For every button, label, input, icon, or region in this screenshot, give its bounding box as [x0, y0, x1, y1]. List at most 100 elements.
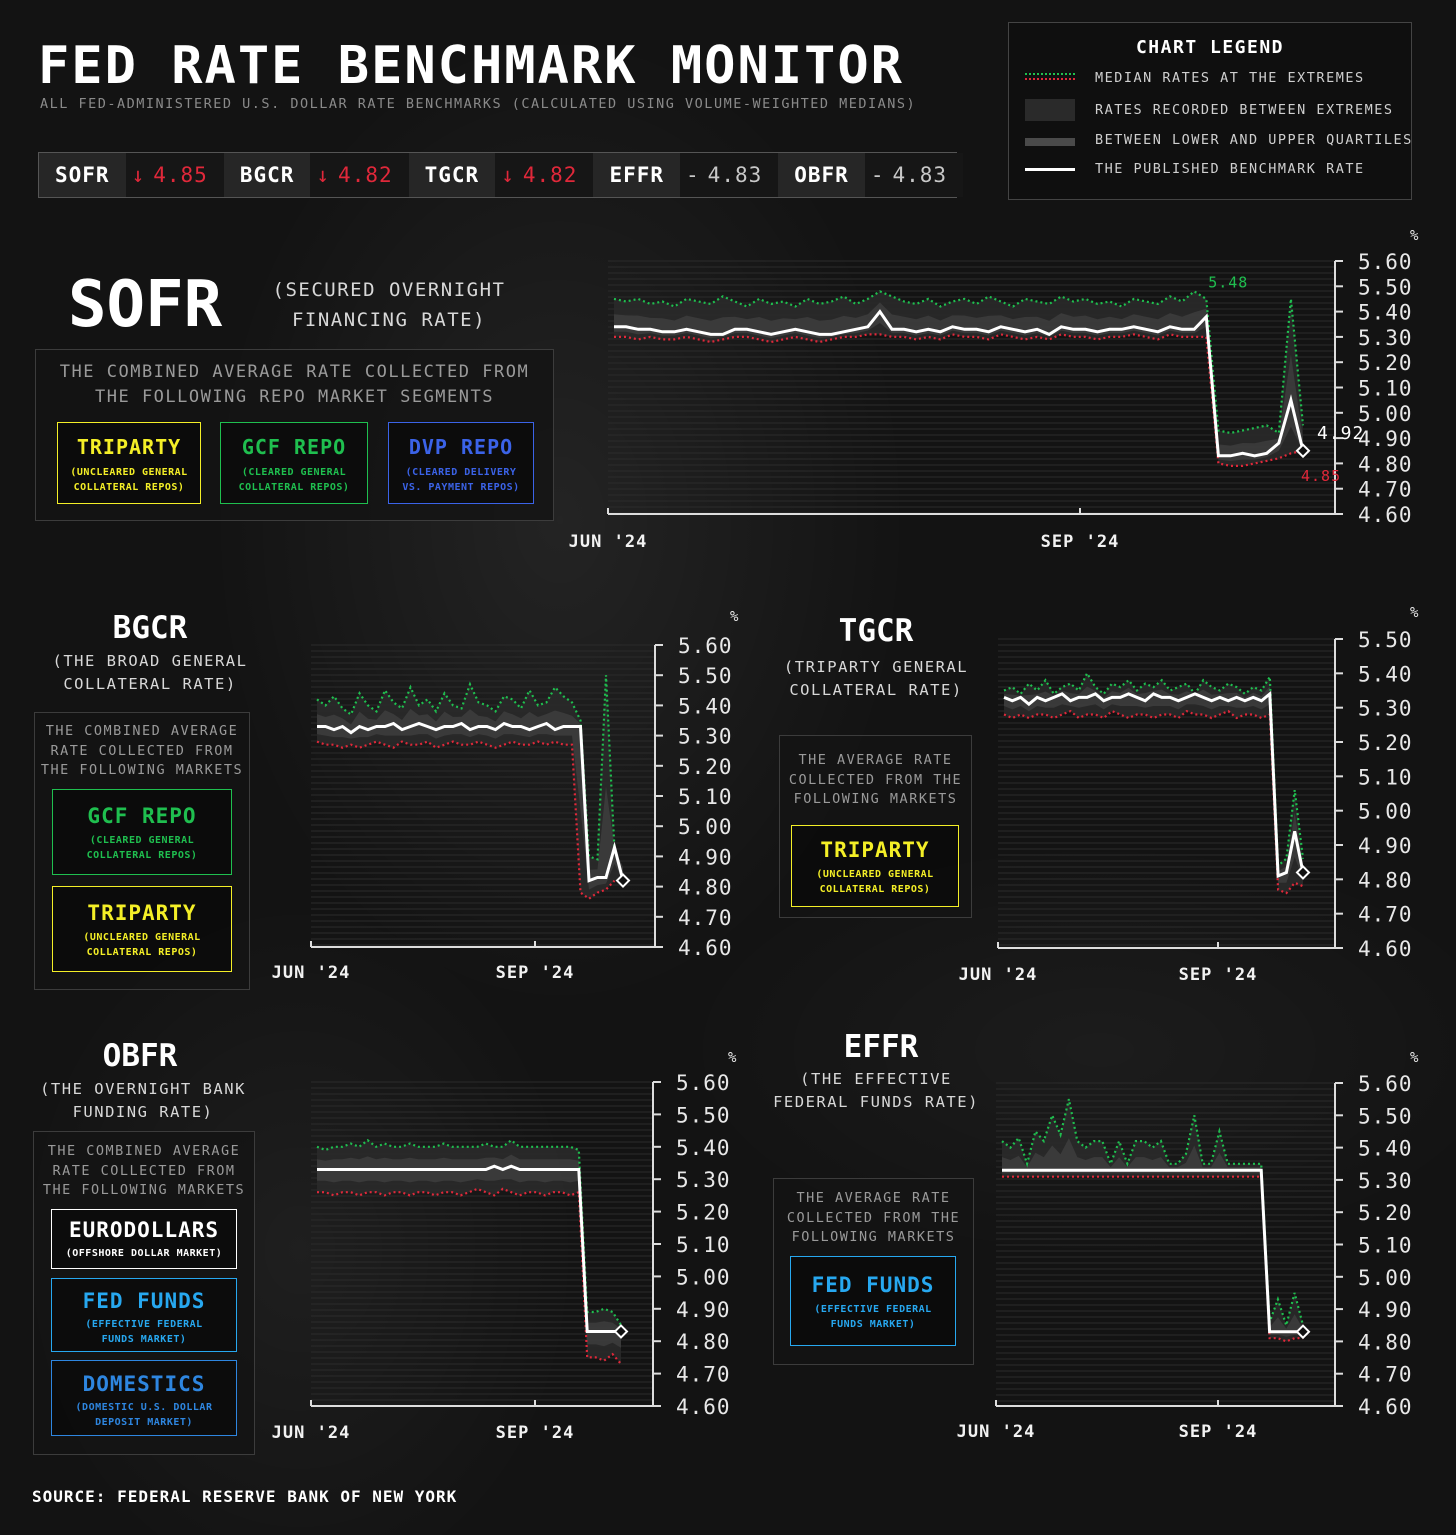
y-tick-label: 4.90	[678, 845, 733, 869]
series-low-line	[614, 333, 1304, 467]
sofr-name: SOFR	[68, 268, 223, 342]
market-desc: VS. PAYMENT REPOS)	[402, 482, 520, 493]
x-tick-label: JUN '24	[959, 965, 1038, 985]
y-tick-label: 4.60	[676, 1395, 731, 1419]
ticker-value-text: 4.83	[707, 163, 763, 187]
y-tick-label: 4.60	[1358, 503, 1413, 527]
x-tick-label: SEP '24	[496, 1423, 575, 1443]
series-rate-line	[614, 309, 1305, 458]
x-tick-label: SEP '24	[1041, 532, 1120, 552]
market-badge-triparty: TRIPARTY (UNCLEARED GENERAL COLLATERAL R…	[791, 825, 959, 907]
legend-swatch-quartiles	[1025, 138, 1075, 146]
y-tick-label: 5.50	[1358, 275, 1413, 299]
y-unit-label: %	[728, 1050, 737, 1066]
tgcr-markets-intro: THE AVERAGE RATE COLLECTED FROM THE FOLL…	[780, 751, 971, 810]
ticker-name-effr[interactable]: EFFR	[593, 153, 681, 197]
sofr-intro-line2: THE FOLLOWING REPO MARKET SEGMENTS	[95, 387, 494, 407]
source-note: SOURCE: FEDERAL RESERVE BANK OF NEW YORK	[32, 1487, 458, 1506]
y-tick-label: 5.30	[678, 725, 733, 749]
y-tick-label: 5.40	[1358, 662, 1413, 686]
y-tick-label: 4.70	[1358, 903, 1413, 927]
market-badge-fed-funds: FED FUNDS (EFFECTIVE FEDERAL FUNDS MARKE…	[790, 1256, 956, 1346]
y-tick-label: 4.80	[676, 1330, 731, 1354]
ticker-value-obfr: -4.83	[864, 153, 964, 197]
market-badge-fed-funds: FED FUNDS (EFFECTIVE FEDERAL FUNDS MARKE…	[51, 1278, 237, 1352]
market-desc: (CLEARED GENERAL	[241, 467, 347, 478]
y-tick-label: 4.90	[1358, 1298, 1413, 1322]
obfr-intro-line1: THE COMBINED AVERAGE	[47, 1143, 241, 1159]
effr-chart: 5.60 5.50 5.40 5.30 5.20 5.10 5.00 4.90 4.80 4.70…	[957, 1050, 1419, 1442]
market-name: DVP REPO	[408, 435, 514, 459]
tgcr-intro-line3: FOLLOWING MARKETS	[793, 791, 958, 807]
series-low-line	[1003, 709, 1304, 895]
sofr-full-name-line1: (SECURED OVERNIGHT	[272, 279, 506, 301]
y-tick-label: 5.20	[1358, 1201, 1413, 1225]
obfr-full-name: (THE OVERNIGHT BANK FUNDING RATE)	[30, 1078, 256, 1124]
latest-value-marker	[1295, 443, 1311, 459]
tgcr-intro-line2: COLLECTED FROM THE	[788, 771, 963, 788]
quartile-band	[1002, 1138, 1303, 1337]
series-high-line	[1003, 670, 1305, 868]
range-band	[317, 675, 623, 899]
y-unit-label: %	[1410, 228, 1419, 244]
obfr-markets-box: THE COMBINED AVERAGE RATE COLLECTED FROM…	[33, 1131, 255, 1455]
market-name: GCF REPO	[87, 804, 197, 828]
page-title: FED RATE BENCHMARK MONITOR	[38, 36, 904, 96]
tgcr-markets-box: THE AVERAGE RATE COLLECTED FROM THE FOLL…	[779, 735, 972, 918]
market-desc: (UNCLEARED GENERAL	[70, 467, 188, 478]
sofr-markets-box: THE COMBINED AVERAGE RATE COLLECTED FROM…	[35, 349, 554, 521]
y-tick-label: 4.90	[676, 1298, 731, 1322]
market-name: TRIPARTY	[87, 901, 197, 925]
sofr-chart: 5.605.505.405.305.205.105.004.904.804.70…	[569, 228, 1419, 552]
x-tick-label: SEP '24	[1179, 1422, 1258, 1442]
x-tick-label: JUN '24	[569, 532, 648, 552]
y-tick-label: 5.40	[676, 1136, 731, 1160]
ticker-value-text: 4.82	[338, 163, 393, 187]
latest-value-marker	[1295, 865, 1311, 880]
y-tick-label: 5.00	[1358, 1266, 1413, 1290]
quartile-band	[614, 302, 1303, 461]
market-badge-gcf-repo: GCF REPO (CLEARED GENERAL COLLATERAL REP…	[52, 789, 232, 875]
bgcr-intro-line3: THE FOLLOWING MARKETS	[40, 762, 244, 778]
bgcr-intro-line1: THE COMBINED AVERAGE	[45, 723, 239, 739]
x-tick-label: JUN '24	[272, 1423, 351, 1443]
y-tick-label: 4.80	[678, 876, 733, 900]
market-desc: (UNCLEARED GENERAL	[816, 869, 934, 880]
ticker-value-text: 4.83	[892, 163, 948, 187]
market-name: EURODOLLARS	[68, 1218, 220, 1242]
ticker-name-bgcr[interactable]: BGCR	[223, 153, 311, 197]
obfr-intro-line3: THE FOLLOWING MARKETS	[42, 1182, 246, 1198]
y-tick-label: 5.30	[1358, 697, 1413, 721]
market-name: TRIPARTY	[76, 435, 182, 459]
series-high-line	[613, 290, 1305, 435]
ticker-name-obfr[interactable]: OBFR	[778, 153, 865, 197]
ticker-name-sofr[interactable]: SOFR	[39, 153, 126, 197]
bgcr-chart: 5.60 5.50 5.40 5.30 5.20 5.10 5.00 4.90 4.80 4.70…	[272, 609, 739, 983]
y-unit-label: %	[1410, 1050, 1419, 1066]
effr-full-name-line1: (THE EFFECTIVE	[800, 1070, 952, 1088]
market-desc: COLLATERAL REPOS)	[86, 850, 198, 861]
obfr-markets-intro: THE COMBINED AVERAGE RATE COLLECTED FROM…	[34, 1142, 254, 1201]
obfr-full-name-line2: FUNDING RATE)	[72, 1103, 214, 1121]
bgcr-full-name-line1: (THE BROAD GENERAL	[52, 652, 248, 670]
effr-markets-box: THE AVERAGE RATE COLLECTED FROM THE FOLL…	[773, 1178, 974, 1365]
quartile-band	[317, 708, 623, 890]
y-tick-label: 5.40	[1358, 301, 1413, 325]
legend-title: CHART LEGEND	[1135, 37, 1285, 58]
series-low-line	[317, 1187, 622, 1365]
bgcr-markets-box: THE COMBINED AVERAGE RATE COLLECTED FROM…	[34, 712, 250, 990]
ticker-name-tgcr[interactable]: TGCR	[408, 153, 496, 197]
obfr-intro-line2: RATE COLLECTED FROM	[52, 1162, 236, 1179]
y-tick-label: 5.00	[676, 1265, 731, 1289]
y-tick-label: 4.90	[1358, 834, 1413, 858]
effr-full-name-line2: FEDERAL FUNDS RATE)	[773, 1093, 979, 1111]
market-badge-triparty: TRIPARTY (UNCLEARED GENERAL COLLATERAL R…	[57, 422, 201, 504]
market-badge-triparty: TRIPARTY (UNCLEARED GENERAL COLLATERAL R…	[52, 886, 232, 972]
y-tick-label: 5.20	[1358, 731, 1413, 755]
sofr-full-name: (SECURED OVERNIGHT FINANCING RATE)	[258, 275, 520, 335]
market-desc: (DOMESTIC U.S. DOLLAR	[75, 1402, 213, 1413]
y-tick-label: 4.90	[1358, 427, 1413, 451]
ticker-value-text: 4.85	[153, 163, 208, 187]
latest-value-marker	[615, 873, 631, 888]
y-tick-label: 4.70	[1358, 1363, 1413, 1387]
